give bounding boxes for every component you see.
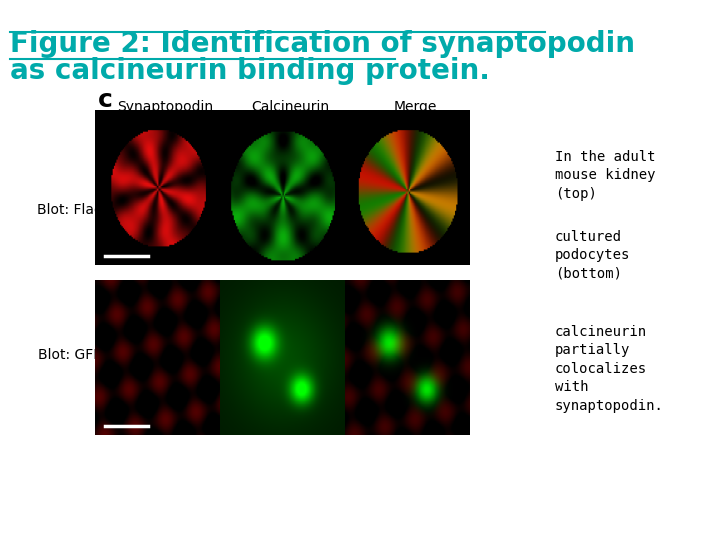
Text: Calcineurin: Calcineurin: [251, 100, 329, 114]
Text: In the adult
mouse kidney
(top): In the adult mouse kidney (top): [555, 150, 655, 201]
Text: Blot: Flag: Blot: Flag: [37, 203, 103, 217]
Text: c: c: [98, 88, 113, 112]
Text: cultured
podocytes
(bottom): cultured podocytes (bottom): [555, 230, 631, 281]
Text: calcineurin
partially
colocalizes
with
synaptopodin.: calcineurin partially colocalizes with s…: [555, 325, 664, 413]
Text: as calcineurin binding protein.: as calcineurin binding protein.: [10, 57, 490, 85]
Text: Merge: Merge: [393, 100, 437, 114]
Text: Figure 2: Identification of synaptopodin: Figure 2: Identification of synaptopodin: [10, 30, 635, 58]
Text: Blot: GFP: Blot: GFP: [38, 348, 102, 362]
Text: Synaptopodin: Synaptopodin: [117, 100, 213, 114]
